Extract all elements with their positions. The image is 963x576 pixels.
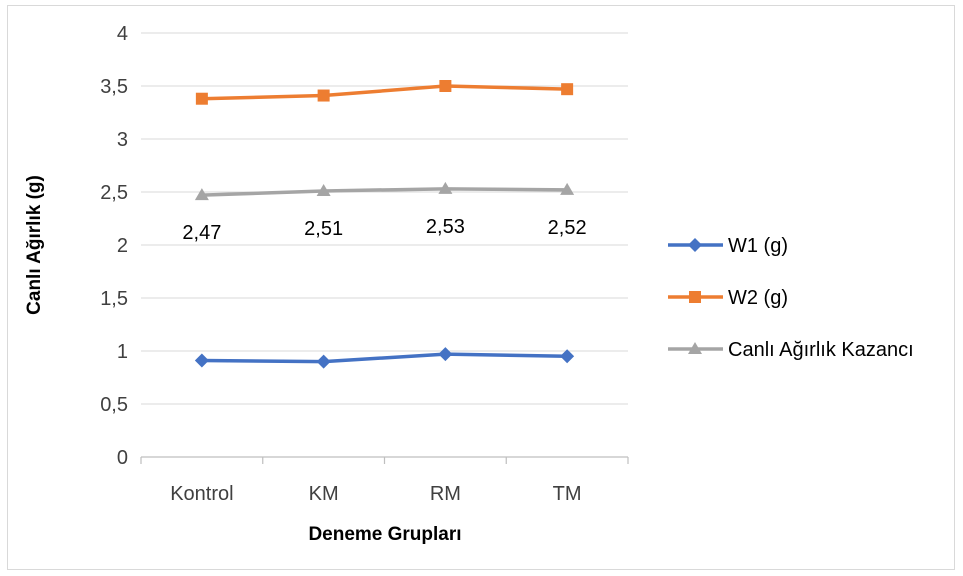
x-tick-label: TM (553, 483, 582, 505)
legend-label: W2 (g) (728, 287, 788, 309)
legend-label: Canlı Ağırlık Kazancı (728, 339, 914, 361)
y-tick-label: 3,5 (100, 76, 128, 98)
data-label: 2,51 (304, 218, 343, 240)
diamond-marker (688, 238, 702, 252)
diamond-marker (316, 354, 331, 369)
square-marker (439, 80, 452, 92)
legend-label: W1 (g) (728, 235, 788, 257)
triangle-marker (560, 182, 575, 195)
square-marker (689, 291, 701, 303)
series-line (201, 187, 568, 197)
square-marker (195, 92, 208, 105)
y-tick-label: 4 (117, 23, 128, 45)
series-lines (194, 80, 575, 369)
triangle-marker (688, 342, 702, 354)
y-axis-title: Canlı Ağırlık (g) (24, 175, 45, 315)
data-label: 2,47 (182, 222, 221, 244)
y-tick-label: 0 (117, 447, 128, 469)
triangle-marker (194, 188, 209, 201)
y-tick-label: 2,5 (100, 182, 128, 204)
data-label: 2,52 (548, 217, 587, 239)
triangle-marker (316, 183, 331, 196)
diamond-marker (438, 347, 453, 362)
square-marker (561, 83, 574, 96)
x-tick-label: Kontrol (170, 483, 233, 505)
series-line (201, 352, 568, 364)
x-axis-title: Deneme Grupları (308, 524, 461, 545)
gridlines (141, 32, 628, 405)
triangle-marker (438, 181, 453, 194)
y-tick-label: 3 (117, 129, 128, 151)
series-line (201, 84, 568, 101)
square-marker (317, 89, 330, 102)
diamond-marker (560, 349, 575, 364)
data-labels: 2,47 2,51 2,53 2,52 (182, 216, 586, 244)
x-tick-label: KM (309, 483, 339, 505)
x-tick-label: RM (430, 483, 461, 505)
chart-frame (7, 5, 955, 570)
legend: W1 (g) W2 (g) Canlı Ağırlık Kazancı (668, 235, 914, 361)
y-tick-label: 0,5 (100, 394, 128, 416)
data-label: 2,53 (426, 216, 465, 238)
y-tick-label: 2 (117, 235, 128, 257)
diamond-marker (194, 353, 209, 368)
y-tick-label: 1,5 (100, 288, 128, 310)
y-tick-label: 1 (117, 341, 128, 363)
